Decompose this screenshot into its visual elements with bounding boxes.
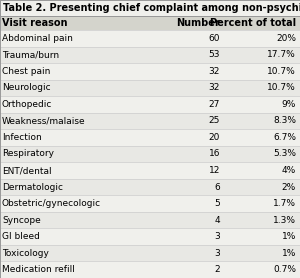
Bar: [0, 63, 300, 80]
Text: Trauma/burn: Trauma/burn: [2, 50, 59, 59]
Text: Chest pain: Chest pain: [2, 67, 50, 76]
Text: 1%: 1%: [282, 249, 296, 258]
Text: Neurologic: Neurologic: [2, 83, 51, 92]
Text: Percent of total: Percent of total: [210, 18, 296, 28]
Text: 17.7%: 17.7%: [267, 50, 296, 59]
Text: Abdominal pain: Abdominal pain: [2, 34, 73, 43]
Text: 4: 4: [214, 216, 220, 225]
Bar: [0, 30, 300, 46]
Text: Number: Number: [176, 18, 220, 28]
Text: Weakness/malaise: Weakness/malaise: [2, 116, 85, 125]
Text: 6.7%: 6.7%: [273, 133, 296, 142]
Text: 20%: 20%: [276, 34, 296, 43]
Text: 0.7%: 0.7%: [273, 265, 296, 274]
Bar: [0, 16, 300, 30]
Text: Table 2. Presenting chief complaint among non-psychiatric patients: Table 2. Presenting chief complaint amon…: [3, 3, 300, 13]
Text: 16: 16: [208, 150, 220, 158]
Text: Infection: Infection: [2, 133, 42, 142]
Text: 10.7%: 10.7%: [267, 83, 296, 92]
Bar: [0, 162, 300, 179]
Bar: [0, 0, 300, 16]
Bar: [0, 245, 300, 262]
Text: Syncope: Syncope: [2, 216, 41, 225]
Bar: [0, 80, 300, 96]
Bar: [0, 262, 300, 278]
Text: 6: 6: [214, 183, 220, 192]
Text: 8.3%: 8.3%: [273, 116, 296, 125]
Bar: [0, 113, 300, 129]
Bar: [0, 46, 300, 63]
Text: 1.3%: 1.3%: [273, 216, 296, 225]
Bar: [0, 195, 300, 212]
Bar: [0, 229, 300, 245]
Text: 60: 60: [208, 34, 220, 43]
Text: 9%: 9%: [282, 100, 296, 109]
Text: 20: 20: [208, 133, 220, 142]
Text: Medication refill: Medication refill: [2, 265, 75, 274]
Text: 12: 12: [208, 166, 220, 175]
Text: 5.3%: 5.3%: [273, 150, 296, 158]
Text: Orthopedic: Orthopedic: [2, 100, 52, 109]
Text: Obstetric/gynecologic: Obstetric/gynecologic: [2, 199, 101, 208]
Text: 25: 25: [208, 116, 220, 125]
Text: Respiratory: Respiratory: [2, 150, 54, 158]
Bar: [0, 129, 300, 146]
Text: 2%: 2%: [282, 183, 296, 192]
Text: 3: 3: [214, 232, 220, 241]
Text: 2: 2: [214, 265, 220, 274]
Text: 4%: 4%: [282, 166, 296, 175]
Text: 32: 32: [208, 83, 220, 92]
Text: 3: 3: [214, 249, 220, 258]
Text: Dermatologic: Dermatologic: [2, 183, 63, 192]
Text: 27: 27: [208, 100, 220, 109]
Text: 10.7%: 10.7%: [267, 67, 296, 76]
Text: 32: 32: [208, 67, 220, 76]
Bar: [0, 96, 300, 113]
Bar: [0, 179, 300, 195]
Text: Toxicology: Toxicology: [2, 249, 49, 258]
Bar: [0, 212, 300, 229]
Text: Visit reason: Visit reason: [2, 18, 68, 28]
Text: 53: 53: [208, 50, 220, 59]
Text: GI bleed: GI bleed: [2, 232, 40, 241]
Text: ENT/dental: ENT/dental: [2, 166, 52, 175]
Bar: [0, 146, 300, 162]
Text: 1.7%: 1.7%: [273, 199, 296, 208]
Text: 5: 5: [214, 199, 220, 208]
Text: 1%: 1%: [282, 232, 296, 241]
